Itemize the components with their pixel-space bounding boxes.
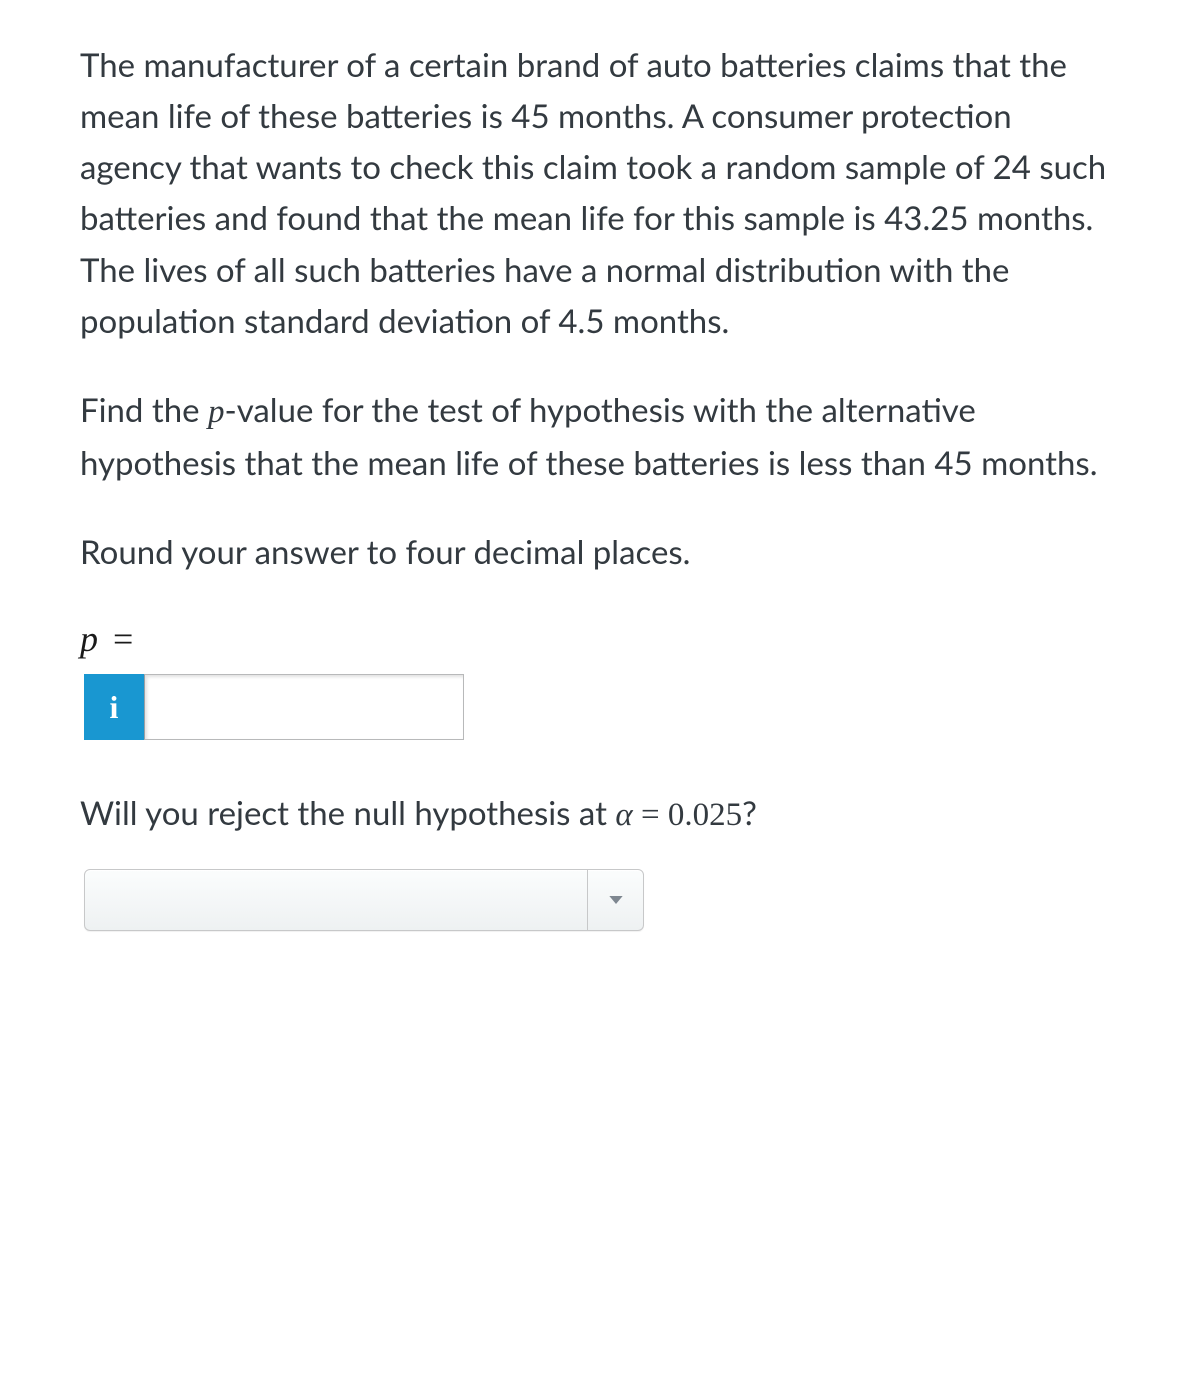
problem-statement: The manufacturer of a certain brand of a… [80, 40, 1120, 347]
select-value [85, 870, 587, 930]
p-value-input-group: i [84, 674, 1120, 740]
rounding-instruction: Round your answer to four decimal places… [80, 527, 1120, 578]
alpha-symbol: α [615, 797, 632, 833]
q-eq: = [633, 797, 668, 833]
p-value-input[interactable] [144, 674, 464, 740]
p-label: p [80, 619, 98, 659]
reject-null-question: Will you reject the null hypothesis at α… [80, 788, 1120, 841]
q2-pre: Find the [80, 390, 208, 430]
question-find-pvalue: Find the p-value for the test of hypothe… [80, 385, 1120, 489]
reject-null-select-wrap [84, 869, 644, 931]
info-icon[interactable]: i [84, 674, 144, 740]
p-italic: p [208, 394, 225, 430]
q-reject-post: ? [742, 793, 757, 833]
q2-post: -value for the test of hypothesis with t… [80, 390, 1098, 483]
q-reject-pre: Will you reject the null hypothesis at [80, 793, 615, 833]
alpha-value: 0.025 [668, 797, 742, 833]
reject-null-select[interactable] [84, 869, 644, 931]
chevron-down-icon [587, 870, 643, 930]
p-value-answer-block: p = i [80, 612, 1120, 740]
p-equals-label: p = [80, 612, 1120, 668]
equals-sign: = [98, 619, 133, 659]
